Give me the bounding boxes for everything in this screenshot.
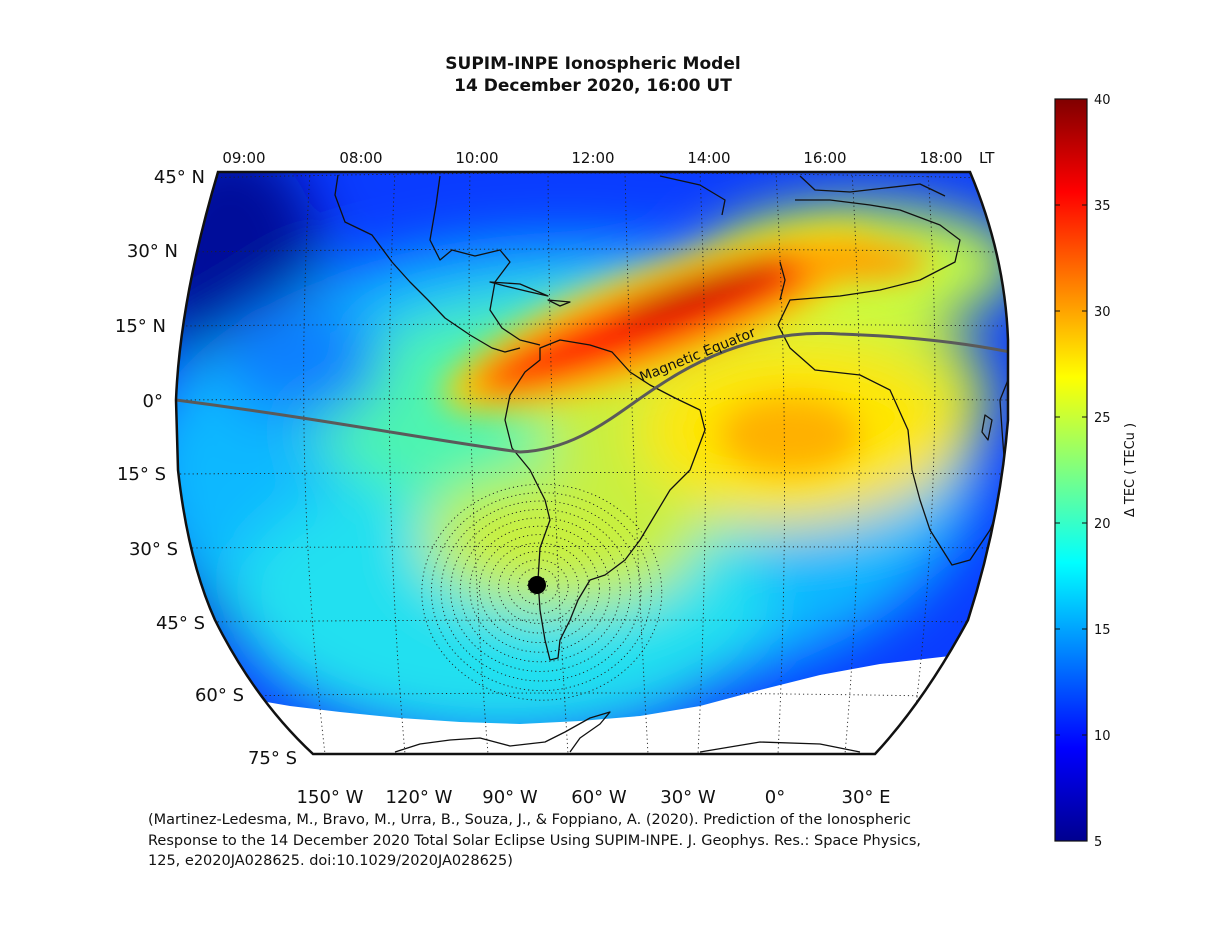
eclipse-center-marker	[528, 576, 546, 594]
lon-label: 30° W	[660, 787, 716, 808]
lon-label: 150° W	[297, 787, 364, 808]
longitude-labels: 150° W 120° W 90° W 60° W 30° W 0° 30° E	[297, 787, 891, 808]
colorbar-tick-label: 35	[1094, 199, 1111, 214]
citation-line: Response to the 14 December 2020 Total S…	[148, 832, 922, 849]
graticule	[177, 172, 1008, 754]
eclipse-ring	[440, 500, 642, 682]
eclipse-ring	[526, 576, 548, 596]
colorbar-tick-label: 5	[1094, 835, 1102, 850]
lon-label: 30° E	[842, 787, 891, 808]
lt-unit-label: LT	[979, 149, 995, 167]
lon-label: 90° W	[482, 787, 538, 808]
lat-label: 45° S	[156, 613, 205, 634]
eclipse-ring	[450, 508, 632, 672]
lat-label: 45° N	[154, 167, 205, 188]
eclipse-ring	[459, 517, 621, 663]
eclipse-ring	[488, 542, 590, 634]
chart-title-line-1: SUPIM-INPE Ionospheric Model	[445, 54, 740, 74]
colorbar-label: Δ TEC ( TECu )	[1123, 423, 1138, 517]
chart-title-line-2: 14 December 2020, 16:00 UT	[454, 76, 732, 96]
lt-tick-label: 10:00	[455, 149, 498, 167]
colorbar-gradient	[1054, 98, 1088, 842]
eclipse-ring	[498, 550, 580, 624]
eclipse-rings	[421, 483, 663, 701]
lt-tick-label: 12:00	[571, 149, 614, 167]
lat-label: 15° N	[115, 316, 166, 337]
local-time-axis: 09:00 08:00 10:00 12:00 14:00 16:00 18:0…	[222, 149, 995, 167]
lt-tick-label: 14:00	[687, 149, 730, 167]
colorbar-tick-label: 20	[1094, 517, 1111, 532]
tec-heatmap	[176, 172, 1008, 754]
lon-label: 60° W	[571, 787, 627, 808]
citation-line: 125, e2020JA028625. doi:10.1029/2020JA02…	[148, 853, 513, 869]
eclipse-ring	[478, 534, 600, 644]
latitude-labels: 45° N 30° N 15° N 0° 15° S 30° S 45° S 6…	[115, 167, 297, 769]
lat-label: 0°	[143, 391, 163, 412]
lt-tick-label: 09:00	[222, 149, 265, 167]
magnetic-equator-line	[176, 331, 1008, 454]
lon-label: 0°	[765, 787, 785, 808]
lon-label: 120° W	[386, 787, 453, 808]
lat-label: 15° S	[117, 464, 166, 485]
eclipse-ring	[507, 559, 569, 615]
colorbar-tick-label: 15	[1094, 623, 1111, 638]
lat-label: 60° S	[195, 685, 244, 706]
colorbar-tick-label: 40	[1094, 93, 1111, 108]
lt-tick-label: 16:00	[803, 149, 846, 167]
lt-tick-label: 18:00	[919, 149, 962, 167]
citation: (Martinez-Ledesma, M., Bravo, M., Urra, …	[148, 810, 1028, 872]
colorbar: 5 10 15 20 25 30 35 40 Δ TEC ( TECu )	[1054, 93, 1138, 850]
eclipse-ring	[421, 483, 663, 701]
colorbar-tick-label: 30	[1094, 305, 1111, 320]
eclipse-ring	[469, 525, 611, 653]
citation-line: (Martinez-Ledesma, M., Bravo, M., Urra, …	[148, 812, 911, 828]
lat-label: 30° S	[129, 539, 178, 560]
lat-label: 75° S	[248, 748, 297, 769]
lat-label: 30° N	[127, 241, 178, 262]
lt-tick-label: 08:00	[339, 149, 382, 167]
colorbar-ticks: 5 10 15 20 25 30 35 40	[1055, 93, 1111, 850]
colorbar-tick-label: 10	[1094, 729, 1111, 744]
colorbar-tick-label: 25	[1094, 411, 1111, 426]
eclipse-ring	[517, 567, 559, 605]
